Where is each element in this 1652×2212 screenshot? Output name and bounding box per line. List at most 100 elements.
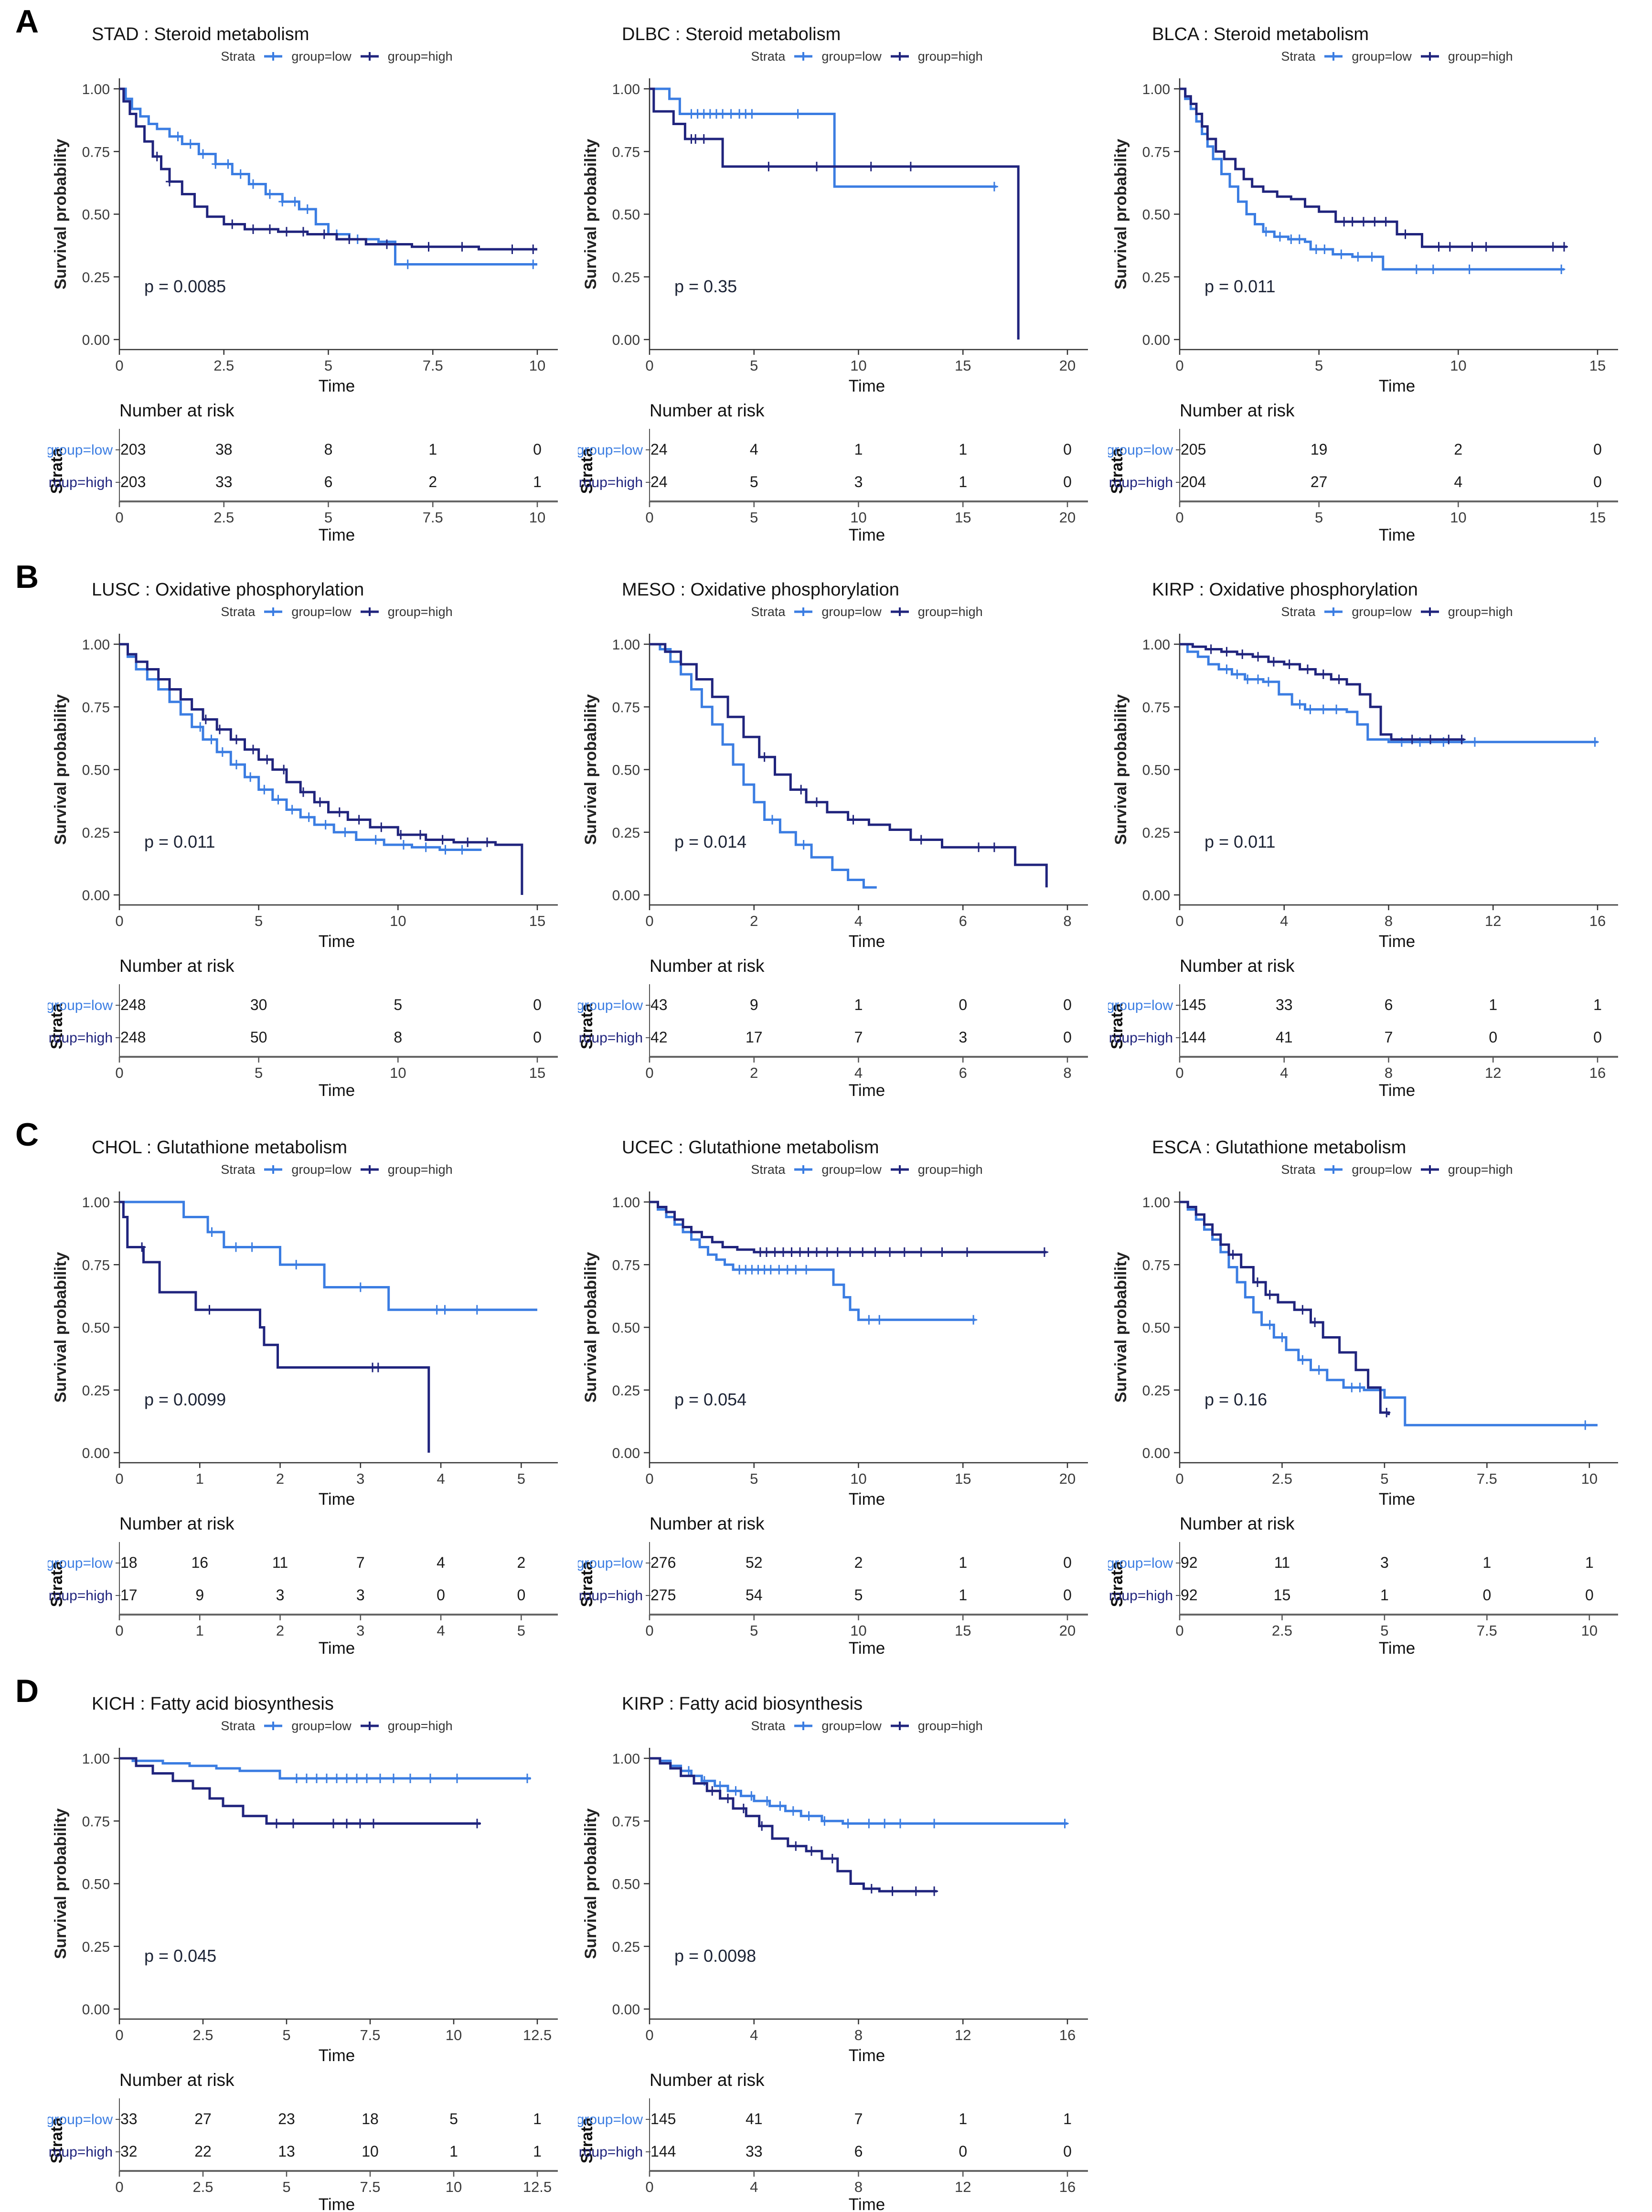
legend-title: Strata xyxy=(1281,49,1316,64)
legend-high-label: group=high xyxy=(917,1718,983,1733)
y-tick-label: 0.00 xyxy=(1142,332,1170,348)
legend-high-label: group=high xyxy=(1448,604,1513,619)
legend-high-label: group=high xyxy=(1448,1162,1513,1177)
x-tick-label: 10 xyxy=(390,913,406,929)
legend-high-marker-icon xyxy=(890,607,909,616)
risk-count-low: 33 xyxy=(120,2110,138,2127)
x-tick-label: 8 xyxy=(1385,913,1393,929)
risk-count-high: 15 xyxy=(1274,1586,1291,1604)
risk-count-high: 0 xyxy=(1593,1029,1602,1046)
legend-low-label: group=low xyxy=(821,49,882,64)
risk-count-high: 22 xyxy=(194,2143,212,2160)
risk-count-low: 205 xyxy=(1181,441,1206,458)
risk-x-axis-title: Time xyxy=(849,2195,885,2212)
x-tick-label: 0 xyxy=(1175,1470,1183,1487)
x-axis-title: Time xyxy=(1379,377,1415,395)
km-chart-card: KICH : Fatty acid biosynthesis Strata gr… xyxy=(48,1693,578,2212)
risk-x-tick-label: 20 xyxy=(1059,1622,1076,1639)
risk-x-tick-label: 0 xyxy=(645,1064,653,1081)
x-tick-label: 15 xyxy=(955,1470,971,1487)
risk-axis-title: Strata xyxy=(578,1003,596,1049)
panel-cards: LUSC : Oxidative phosphorylation Strata … xyxy=(0,555,1652,1098)
y-tick-label: 1.00 xyxy=(82,82,110,97)
risk-count-low: 5 xyxy=(449,2110,458,2127)
legend-title: Strata xyxy=(221,49,256,64)
risk-row-label-high: group=high xyxy=(48,1588,113,1604)
km-chart-card: ESCA : Glutathione metabolism Strata gro… xyxy=(1108,1137,1638,1656)
y-axis-title: Survival probability xyxy=(582,1808,600,1959)
legend-low-marker-icon xyxy=(794,52,813,61)
risk-axis-title: Strata xyxy=(48,1561,66,1607)
risk-table-header: Number at risk xyxy=(650,401,765,420)
risk-count-low: 1 xyxy=(1593,996,1602,1013)
x-axis-title: Time xyxy=(849,377,885,395)
y-tick-label: 0.50 xyxy=(1142,1320,1170,1336)
risk-table-header: Number at risk xyxy=(1180,956,1295,976)
legend-high-marker-icon xyxy=(1420,607,1439,616)
p-value-label: p = 0.014 xyxy=(674,832,746,851)
km-curve-low xyxy=(119,1201,537,1311)
legend-low-label: group=low xyxy=(291,49,352,64)
risk-x-axis-title: Time xyxy=(849,526,885,542)
legend-high-label: group=high xyxy=(387,604,453,619)
risk-count-high: 248 xyxy=(120,1029,146,1046)
risk-count-low: 1 xyxy=(1063,2110,1072,2127)
risk-count-low: 6 xyxy=(1385,996,1393,1013)
chart-title: KIRP : Fatty acid biosynthesis xyxy=(622,1694,863,1714)
risk-count-low: 23 xyxy=(278,2110,295,2127)
km-curve-low xyxy=(119,643,482,851)
panel-cards: STAD : Steroid metabolism Strata group=l… xyxy=(0,0,1652,542)
legend-low-marker-icon xyxy=(264,1165,283,1174)
legend-title: Strata xyxy=(1281,1162,1316,1177)
risk-x-tick-label: 0 xyxy=(115,2179,123,2195)
legend-high-label: group=high xyxy=(1448,49,1513,64)
p-value-label: p = 0.16 xyxy=(1204,1390,1267,1409)
x-tick-label: 2 xyxy=(750,913,758,929)
km-curve-high xyxy=(119,643,523,895)
panel-letter: B xyxy=(15,559,39,595)
risk-axis-title: Strata xyxy=(1108,447,1126,494)
y-tick-label: 0.50 xyxy=(1142,763,1170,778)
y-tick-label: 0.50 xyxy=(82,1320,110,1336)
y-tick-label: 1.00 xyxy=(1142,1195,1170,1211)
legend-title: Strata xyxy=(751,1718,786,1733)
risk-count-low: 0 xyxy=(1593,441,1602,458)
km-curve-high xyxy=(650,1757,937,1893)
risk-count-high: 0 xyxy=(1063,2143,1072,2160)
risk-count-high: 10 xyxy=(362,2143,379,2160)
risk-x-tick-label: 2 xyxy=(276,1622,284,1639)
legend: Strata group=low group=high xyxy=(650,48,1084,65)
x-tick-label: 5 xyxy=(282,2027,290,2043)
p-value-label: p = 0.045 xyxy=(144,1946,216,1966)
x-tick-label: 10 xyxy=(446,2027,462,2043)
y-tick-label: 0.25 xyxy=(1142,1383,1170,1399)
panel-C: C CHOL : Glutathione metabolism Strata g… xyxy=(0,1113,1652,1670)
y-tick-label: 0.75 xyxy=(1142,1257,1170,1273)
legend-title: Strata xyxy=(751,1162,786,1177)
chart-title: ESCA : Glutathione metabolism xyxy=(1152,1138,1407,1158)
y-tick-label: 1.00 xyxy=(1142,82,1170,97)
x-tick-label: 5 xyxy=(750,1470,758,1487)
chart-title: STAD : Steroid metabolism xyxy=(92,24,309,44)
y-tick-label: 0.50 xyxy=(82,763,110,778)
legend-high-marker-icon xyxy=(360,607,379,616)
y-tick-label: 0.25 xyxy=(82,825,110,841)
x-tick-label: 5 xyxy=(1315,357,1323,374)
y-tick-label: 0.25 xyxy=(612,270,640,286)
panel-cards: KICH : Fatty acid biosynthesis Strata gr… xyxy=(0,1670,1652,2212)
panel-letter: A xyxy=(15,3,39,40)
risk-count-low: 18 xyxy=(362,2110,379,2127)
risk-axis-title: Strata xyxy=(48,2117,66,2163)
risk-row-label-low: group=low xyxy=(48,442,113,458)
y-axis-title: Survival probability xyxy=(52,1808,70,1959)
x-tick-label: 4 xyxy=(1280,913,1288,929)
km-chart-card: UCEC : Glutathione metabolism Strata gro… xyxy=(578,1137,1108,1656)
km-curve-high xyxy=(650,1201,1047,1254)
y-tick-label: 0.25 xyxy=(1142,270,1170,286)
legend: Strata group=low group=high xyxy=(1180,48,1614,65)
chart-title: UCEC : Glutathione metabolism xyxy=(622,1138,879,1158)
risk-row-label-high: group=high xyxy=(578,1030,643,1046)
